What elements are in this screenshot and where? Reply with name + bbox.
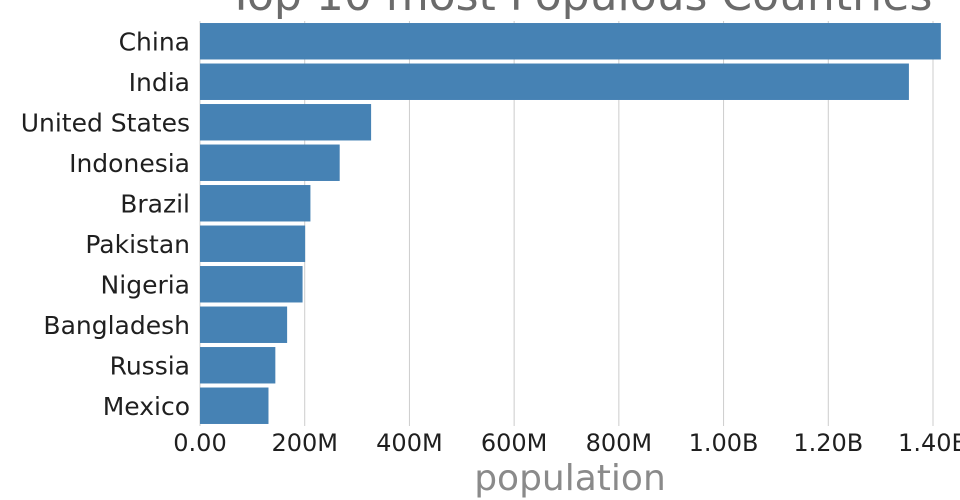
category-label-bangladesh: Bangladesh [43, 311, 190, 340]
chart-title: Top 10 most Populous Countries [227, 0, 933, 21]
bar-indonesia [200, 144, 340, 181]
bar-bangladesh [200, 306, 288, 343]
category-label-nigeria: Nigeria [101, 270, 190, 299]
x-tick-label: 1.40B [898, 429, 960, 457]
category-label-brazil: Brazil [120, 189, 190, 218]
bar-pakistan [200, 225, 306, 262]
bar-china [200, 23, 941, 60]
x-tick-label: 1.20B [793, 429, 863, 457]
x-axis-title: population [474, 458, 666, 499]
bar-mexico [200, 387, 269, 424]
x-tick-label: 1.00B [689, 429, 759, 457]
bar-russia [200, 347, 276, 384]
x-tick-labels: 0.00 200M 400M 600M 800M 1.00B 1.20B 1.40B [173, 429, 960, 457]
category-label-united-states: United States [21, 108, 190, 137]
x-tick-label: 200M [271, 429, 338, 457]
x-tick-label: 600M [481, 429, 548, 457]
category-labels: China India United States Indonesia Brazil Pa… [21, 27, 190, 421]
bar-india [200, 63, 909, 100]
category-label-india: India [129, 68, 190, 97]
category-label-pakistan: Pakistan [85, 230, 190, 259]
category-label-russia: Russia [110, 351, 190, 380]
category-label-china: China [119, 27, 190, 56]
bar-brazil [200, 185, 311, 222]
bar-united-states [200, 104, 372, 141]
x-tick-label: 800M [586, 429, 653, 457]
x-tick-label: 0.00 [173, 429, 226, 457]
bars [200, 23, 941, 424]
x-tick-label: 400M [376, 429, 443, 457]
category-label-indonesia: Indonesia [69, 149, 190, 178]
bar-nigeria [200, 266, 303, 303]
category-label-mexico: Mexico [103, 392, 190, 421]
